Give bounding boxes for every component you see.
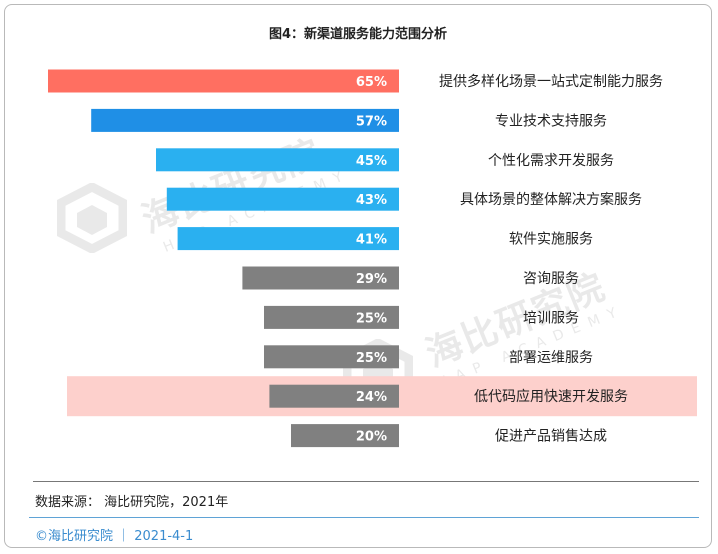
- source-note: 数据来源： 海比研究院，2021年: [35, 495, 229, 510]
- bar: [156, 148, 399, 172]
- bar-value-label: 24%: [356, 390, 387, 405]
- category-label: 培训服务: [523, 310, 579, 326]
- watermark-logo-icon: [56, 181, 128, 257]
- category-label: 提供多样化场景一站式定制能力服务: [439, 73, 663, 90]
- bar-value-label: 25%: [356, 351, 387, 366]
- bar-value-label: 65%: [356, 75, 387, 90]
- category-label: 咨询服务: [523, 271, 579, 287]
- chart-title: 图4：新渠道服务能力范围分析: [268, 27, 448, 42]
- bar-value-label: 45%: [356, 154, 387, 169]
- bar: [291, 424, 399, 448]
- category-label: 专业技术支持服务: [495, 113, 607, 129]
- bar: [166, 187, 399, 211]
- bar: [269, 384, 399, 408]
- bar-value-label: 25%: [356, 311, 387, 326]
- bar-value-label: 20%: [356, 430, 387, 445]
- bar: [91, 108, 399, 132]
- footer-copyright: ©海比研究院 ｜ 2021-4-1: [35, 529, 194, 544]
- category-label: 促进产品销售达成: [495, 429, 607, 445]
- bar: [264, 345, 399, 369]
- category-label: 个性化需求开发服务: [488, 153, 614, 169]
- bar: [177, 227, 399, 251]
- bar-value-label: 29%: [356, 272, 387, 287]
- chart-frame: 海比研究院 HAP ACADEMY 海比研究院 HAP ACADEMY 图4：新…: [4, 4, 712, 548]
- category-label: 低代码应用快速开发服务: [474, 388, 628, 405]
- category-label: 软件实施服务: [509, 232, 593, 248]
- category-label: 具体场景的整体解决方案服务: [460, 191, 642, 208]
- category-label: 部署运维服务: [509, 350, 593, 366]
- bar: [48, 69, 399, 93]
- bar: [242, 266, 399, 290]
- bar: [264, 305, 399, 329]
- bar-value-label: 43%: [356, 193, 387, 208]
- bar-chart: 65% 提供多样化场景一站式定制能力服务 57% 专业技术支持服务 45% 个性化需求开发…: [48, 69, 697, 448]
- bar-value-label: 41%: [356, 233, 387, 248]
- bar-value-label: 57%: [356, 114, 387, 129]
- source-divider: [33, 481, 699, 482]
- footer-divider: [29, 517, 699, 518]
